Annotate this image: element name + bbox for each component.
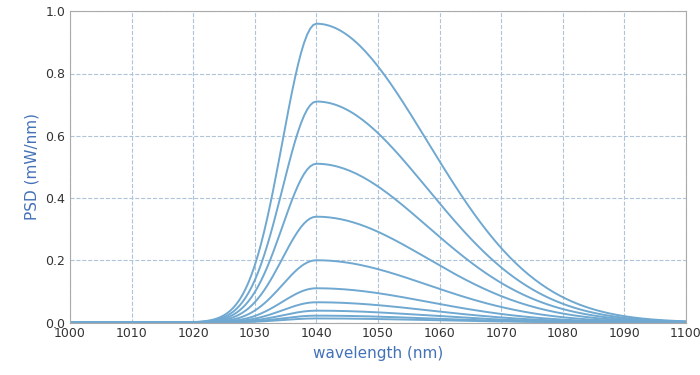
X-axis label: wavelength (nm): wavelength (nm) [313,346,443,361]
Y-axis label: PSD (mW/nm): PSD (mW/nm) [25,113,40,220]
